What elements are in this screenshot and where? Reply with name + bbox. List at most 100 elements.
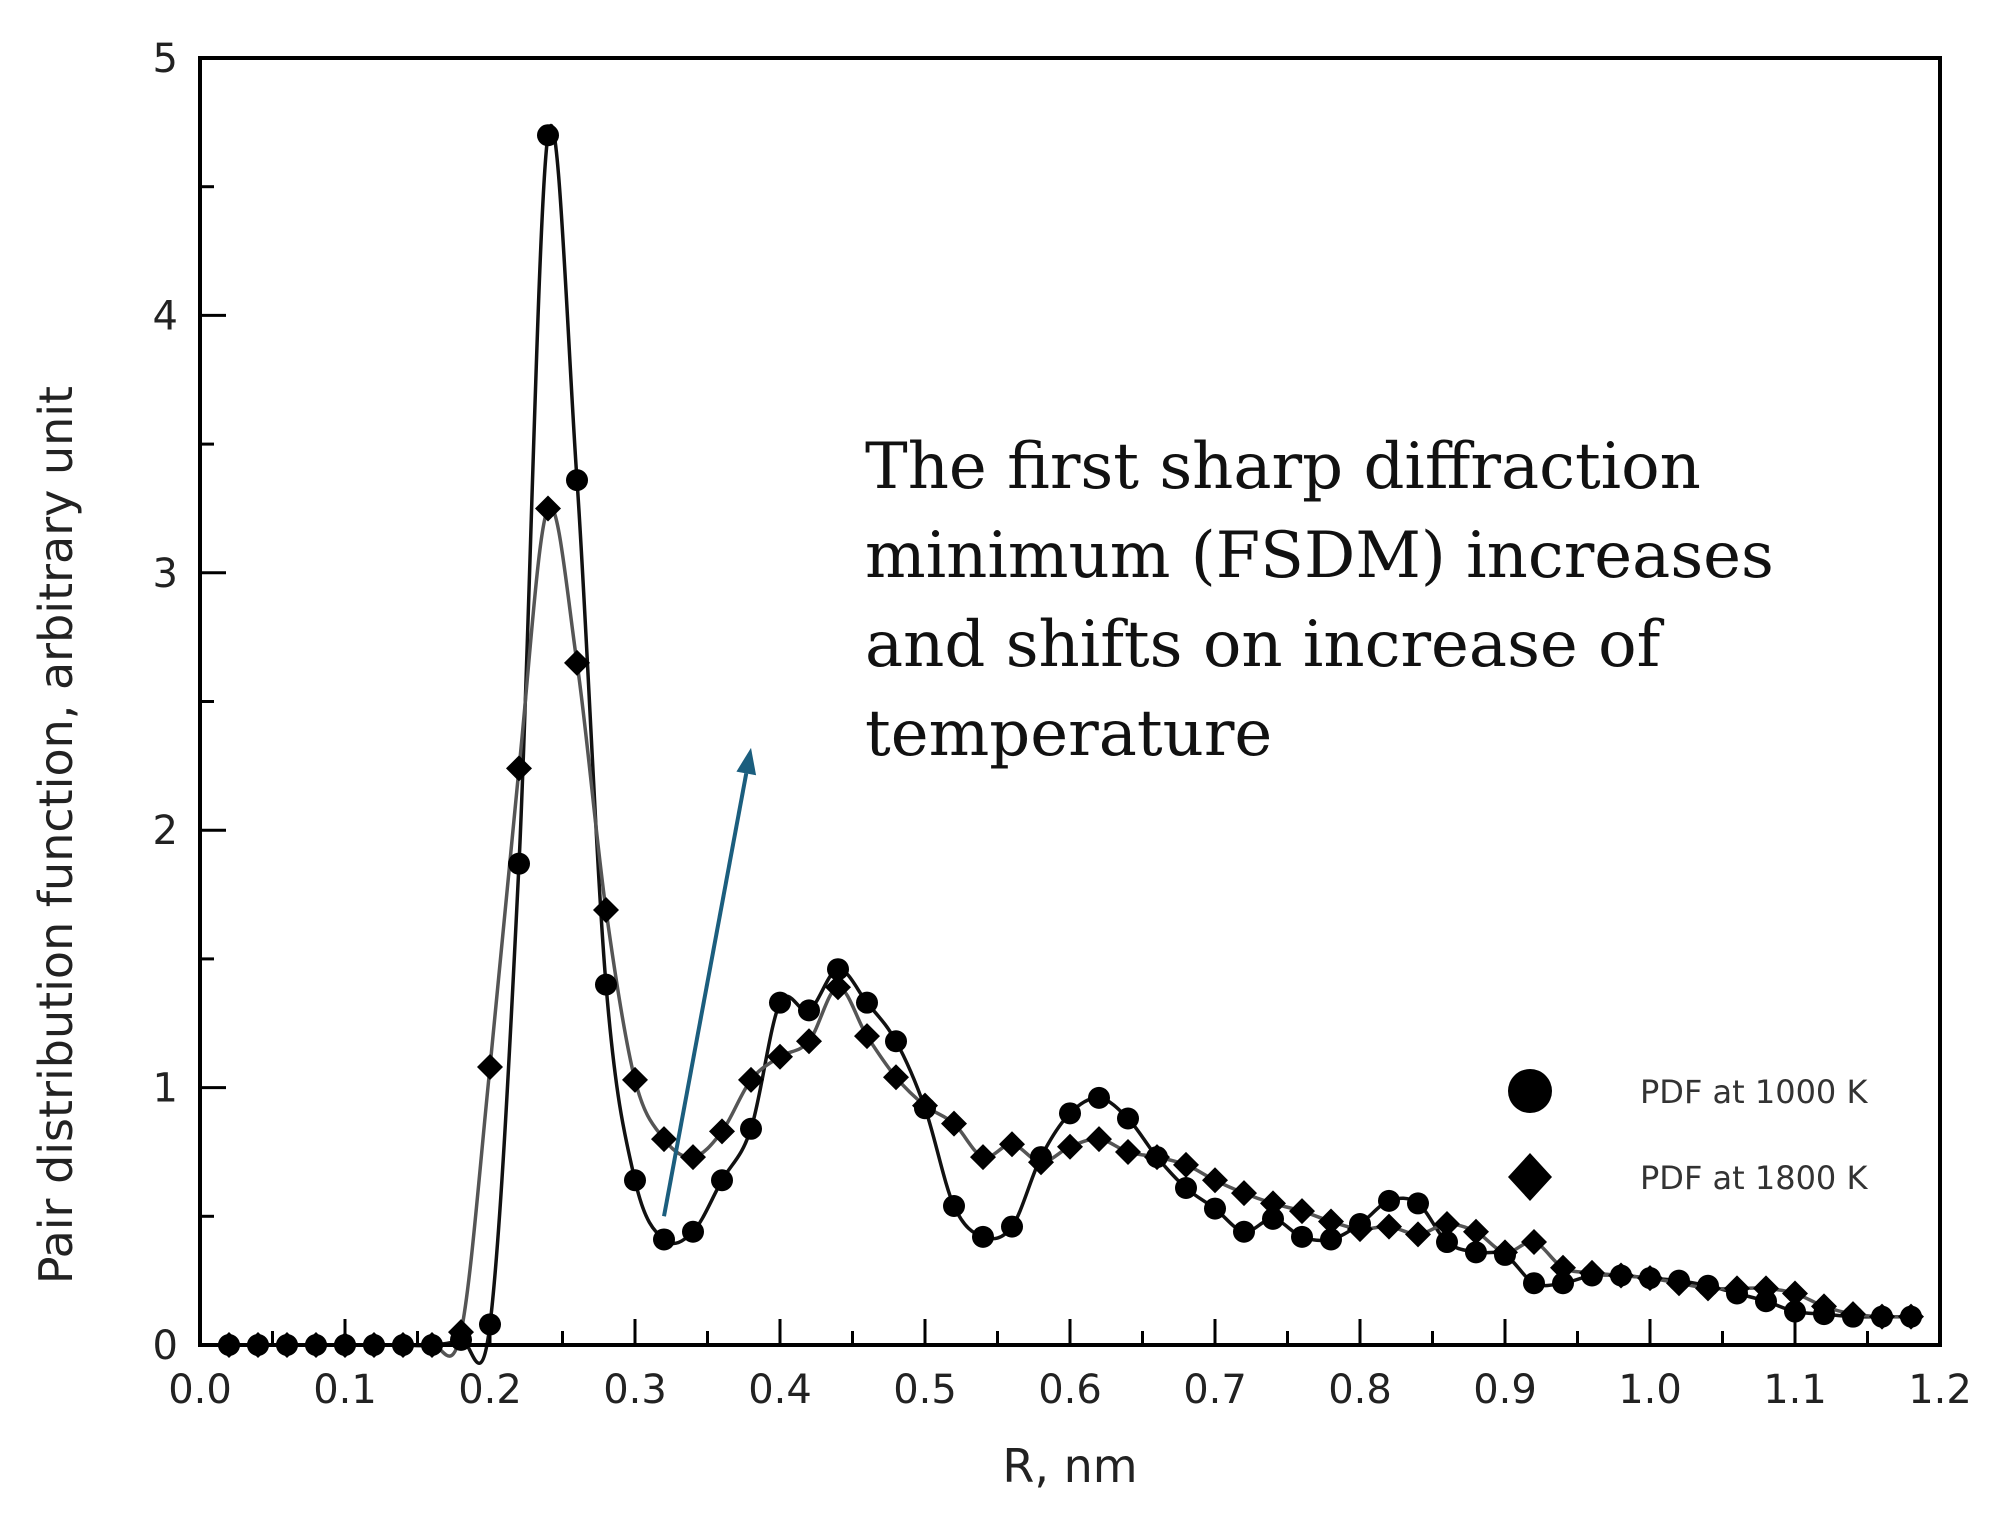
point-1800k	[1376, 1213, 1402, 1240]
legend-label-1800k: PDF at 1800 K	[1640, 1159, 1868, 1197]
legend: PDF at 1000 K PDF at 1800 K	[1508, 1069, 1868, 1201]
point-1800k	[622, 1066, 648, 1093]
point-1800k	[825, 974, 851, 1001]
point-1000k	[1755, 1290, 1777, 1313]
x-tick-label: 0.0	[168, 1367, 232, 1413]
point-1800k	[1463, 1218, 1489, 1245]
point-1000k	[1291, 1225, 1313, 1248]
x-tick-label: 0.1	[313, 1367, 377, 1413]
point-1000k	[1668, 1269, 1690, 1292]
point-1000k	[1465, 1241, 1487, 1264]
point-1000k	[711, 1169, 733, 1192]
point-1000k	[1262, 1207, 1284, 1230]
point-1000k	[682, 1220, 704, 1243]
point-1800k	[709, 1118, 735, 1145]
point-1000k	[1581, 1264, 1603, 1287]
x-axis: 0.0 0.1 0.2 0.3 0.4 0.5 0.6 0.7 0.8 0.9 1.0 1.1 1.2	[168, 1319, 1972, 1413]
point-1000k	[1175, 1176, 1197, 1199]
legend-label-1000k: PDF at 1000 K	[1640, 1073, 1868, 1111]
point-1800k	[970, 1144, 996, 1171]
point-1000k	[1204, 1197, 1226, 1220]
point-1000k	[537, 124, 559, 147]
point-1000k	[1784, 1300, 1806, 1323]
series-markers	[216, 124, 1924, 1358]
point-1000k	[1378, 1189, 1400, 1212]
x-tick-label: 0.6	[1038, 1367, 1102, 1413]
point-1000k	[885, 1030, 907, 1053]
point-1000k	[1436, 1231, 1458, 1254]
point-1800k	[593, 896, 619, 923]
point-1800k	[796, 1028, 822, 1055]
point-1000k	[1871, 1305, 1893, 1328]
point-1800k	[738, 1066, 764, 1093]
point-1800k	[1405, 1221, 1431, 1248]
point-1000k	[798, 999, 820, 1022]
point-1000k	[653, 1228, 675, 1251]
point-1000k	[1726, 1282, 1748, 1305]
y-tick-label: 1	[153, 1066, 178, 1112]
x-tick-label: 0.3	[603, 1367, 667, 1413]
point-1000k	[450, 1328, 472, 1351]
x-axis-title: R, nm	[1002, 1439, 1137, 1493]
point-1000k	[1494, 1243, 1516, 1266]
point-1800k	[1289, 1198, 1315, 1225]
point-1000k	[1610, 1264, 1632, 1287]
point-1000k	[1552, 1272, 1574, 1295]
point-1800k	[1057, 1133, 1083, 1160]
point-1000k	[1117, 1107, 1139, 1130]
x-tick-label: 0.7	[1183, 1367, 1247, 1413]
y-axis-title: Pair distribution function, arbitrary un…	[29, 386, 83, 1284]
y-tick-label: 5	[153, 36, 178, 82]
point-1000k	[1233, 1220, 1255, 1243]
point-1000k	[1523, 1272, 1545, 1295]
point-1000k	[1146, 1146, 1168, 1169]
x-tick-label: 0.2	[458, 1367, 522, 1413]
point-1000k	[1320, 1228, 1342, 1251]
point-1800k	[477, 1054, 503, 1081]
point-1800k	[1318, 1208, 1344, 1235]
point-1800k	[999, 1131, 1025, 1158]
point-1000k	[856, 991, 878, 1014]
point-1800k	[767, 1043, 793, 1070]
point-1000k	[827, 958, 849, 981]
point-1800k	[1115, 1138, 1141, 1165]
point-1800k	[1173, 1151, 1199, 1178]
point-1000k	[1842, 1305, 1864, 1328]
point-1800k	[1782, 1280, 1808, 1307]
point-1800k	[680, 1144, 706, 1171]
point-1000k	[943, 1195, 965, 1218]
point-1800k	[1521, 1229, 1547, 1256]
point-1000k	[769, 991, 791, 1014]
y-tick-label: 4	[153, 293, 178, 339]
series-line-1800k	[228, 504, 1912, 1358]
point-1000k	[1030, 1146, 1052, 1169]
annotation-line-1: The first sharp diffraction	[865, 430, 1701, 504]
annotation-line-2: minimum (FSDM) increases	[865, 519, 1774, 593]
point-1800k	[1231, 1180, 1257, 1207]
x-tick-label: 0.5	[893, 1367, 957, 1413]
point-1000k	[740, 1117, 762, 1140]
point-1800k	[883, 1064, 909, 1091]
point-1000k	[1059, 1102, 1081, 1125]
legend-marker-1800k	[1508, 1153, 1552, 1201]
point-1800k	[1202, 1167, 1228, 1194]
point-1000k	[624, 1169, 646, 1192]
point-1000k	[1088, 1086, 1110, 1109]
annotation-arrow-shaft	[662, 773, 749, 1217]
point-1800k	[941, 1110, 967, 1137]
annotation-line-4: temperature	[865, 697, 1272, 771]
annotation-arrow-head	[736, 747, 757, 776]
y-tick-label: 0	[153, 1323, 178, 1369]
annotation-line-3: and shifts on increase of	[865, 608, 1665, 682]
y-tick-label: 2	[153, 808, 178, 854]
x-tick-label: 0.4	[748, 1367, 812, 1413]
point-1000k	[1697, 1274, 1719, 1297]
point-1000k	[1001, 1215, 1023, 1238]
point-1800k	[1434, 1211, 1460, 1238]
point-1800k	[564, 649, 590, 676]
y-axis: 0 1 2 3 4 5	[153, 36, 226, 1369]
point-1000k	[566, 469, 588, 492]
x-tick-label: 1.2	[1908, 1367, 1972, 1413]
x-tick-label: 0.8	[1328, 1367, 1392, 1413]
